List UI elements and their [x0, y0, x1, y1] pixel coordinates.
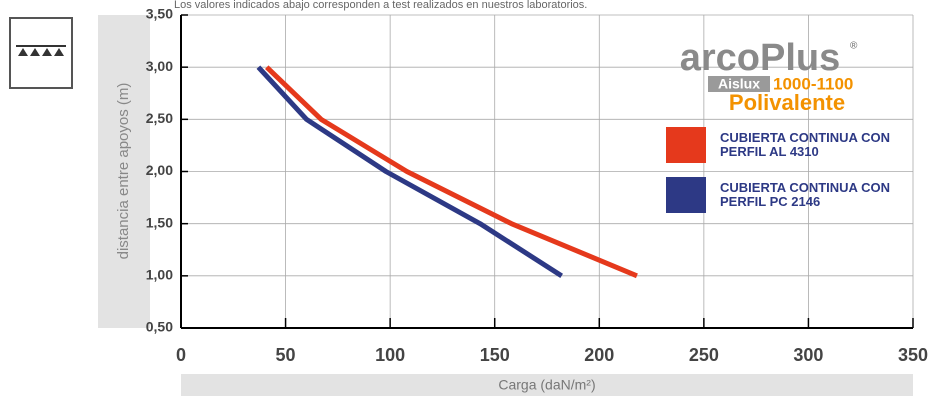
note: Los valores indicados abajo corresponden…: [174, 0, 587, 11]
x-label-band: [181, 374, 913, 396]
legend-label: CUBIERTA CONTINUA CON PERFIL AL 4310: [720, 130, 890, 159]
y-tick-label: 1,00: [146, 267, 173, 283]
y-tick-label: 3,50: [146, 6, 173, 22]
legend-swatch: [666, 127, 706, 163]
x-tick-label: 300: [793, 345, 823, 365]
logo-mark: ®: [850, 41, 858, 52]
y-tick-label: 2,50: [146, 110, 173, 126]
x-tick-label: 50: [276, 345, 296, 365]
logo-prefix: Aislux: [718, 76, 760, 92]
x-axis-label: Carga (daN/m²): [498, 377, 595, 393]
logo-brand: arcoPlus: [680, 37, 841, 79]
x-tick-label: 100: [375, 345, 405, 365]
legend-label: CUBIERTA CONTINUA CON PERFIL PC 2146: [720, 180, 890, 209]
icon: [9, 17, 73, 89]
y-axis-label: distancia entre apoyos (m): [115, 83, 132, 260]
x-tick-label: 250: [689, 345, 719, 365]
legend-item: CUBIERTA CONTINUA CON PERFIL AL 4310: [666, 127, 910, 163]
logo-box: [708, 76, 770, 92]
x-tick-label: 0: [176, 345, 186, 365]
logo-model: 1000-1100: [773, 74, 853, 93]
legend-swatch: [666, 177, 706, 213]
y-tick-label: 3,00: [146, 58, 173, 74]
series-line: [256, 65, 563, 278]
x-tick-label: 350: [898, 345, 928, 365]
y-label-band: [98, 15, 150, 328]
y-tick-label: 2,00: [146, 162, 173, 178]
logo-variant: Polivalente: [729, 90, 845, 115]
legend-item: CUBIERTA CONTINUA CON PERFIL PC 2146: [666, 177, 910, 213]
logo: arcoPlus ® Aislux 1000-1100 Polivalente: [680, 37, 858, 115]
series-line: [265, 65, 638, 279]
y-tick-label: 0,50: [146, 319, 173, 335]
x-tick-label: 150: [480, 345, 510, 365]
plot: 0,50 1,00 1,50 2,00 2,50 3,00 3,50 0 50 100 150 200…: [146, 6, 928, 365]
y-tick-label: 1,50: [146, 214, 173, 230]
x-tick-label: 200: [584, 345, 614, 365]
